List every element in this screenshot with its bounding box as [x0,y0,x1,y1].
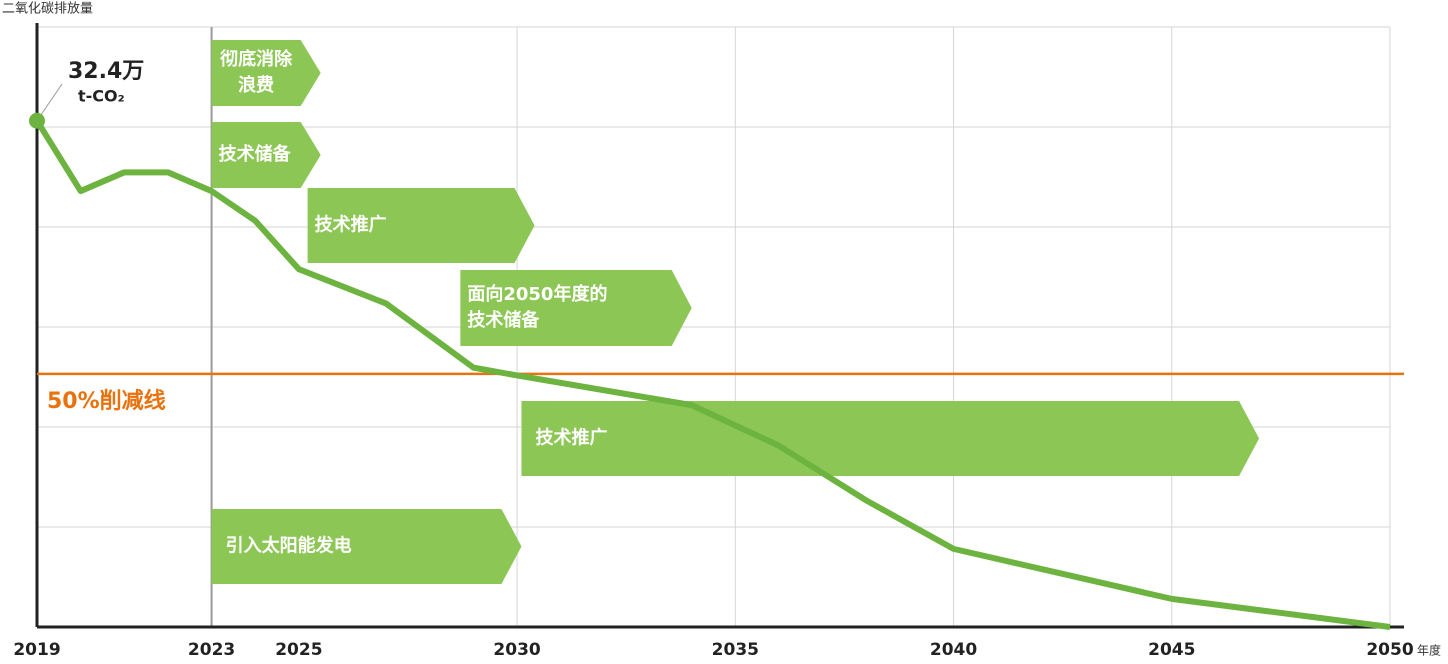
start-point [29,112,45,129]
x-tick-label: 2045 [1148,640,1195,660]
phase-arrow [460,270,692,346]
x-axis-label: 年度 [1417,643,1441,658]
x-tick-label: 2040 [930,640,977,660]
x-tick-label: 2030 [493,640,540,660]
phase-label: 技术推广 [315,214,387,236]
x-tick-label: 2050 [1366,640,1413,660]
phase-label: 引入太阳能发电 [226,535,352,557]
x-tick-label: 2025 [275,640,322,660]
phase-arrow [211,40,321,106]
phase-label: 技术储备 [467,309,540,331]
phase-label: 面向2050年度的 [467,283,607,305]
phase-arrow [307,188,535,263]
emission-line [34,119,1391,630]
phase-arrow [521,401,1260,476]
x-tick-label: 2023 [188,640,235,660]
phase-arrow [211,509,522,584]
unit-label: t-CO₂ [78,87,125,106]
x-tick-label: 2035 [712,640,759,660]
phase-label: 技术储备 [219,143,292,165]
y-axis-label: 二氧化碳排放量 [2,2,93,17]
reference-label: 50%削减线 [47,388,166,414]
x-tick-label: 2019 [13,640,60,660]
phase-label: 浪费 [238,74,274,96]
value-label: 32.4万 [68,59,144,84]
phase-arrow [211,122,321,188]
phase-label: 彻底消除 [219,48,293,70]
phase-label: 技术推广 [535,427,607,449]
